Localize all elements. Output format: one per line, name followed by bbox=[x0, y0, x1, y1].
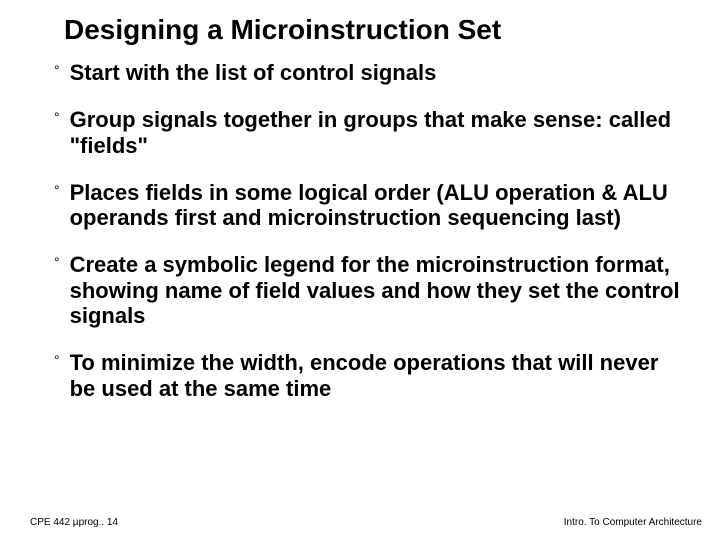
footer-right: Intro. To Computer Architecture bbox=[564, 517, 702, 528]
bullet-list: ° Start with the list of control signals… bbox=[34, 60, 686, 401]
bullet-text: Start with the list of control signals bbox=[70, 60, 686, 85]
bullet-item: ° Places fields in some logical order (A… bbox=[54, 180, 686, 231]
bullet-item: ° Start with the list of control signals bbox=[54, 60, 686, 85]
bullet-marker: ° bbox=[54, 254, 60, 271]
bullet-text: Places fields in some logical order (ALU… bbox=[70, 180, 686, 231]
slide-container: Designing a Microinstruction Set ° Start… bbox=[0, 0, 720, 540]
bullet-marker: ° bbox=[54, 62, 60, 79]
bullet-item: ° To minimize the width, encode operatio… bbox=[54, 350, 686, 401]
bullet-item: ° Create a symbolic legend for the micro… bbox=[54, 252, 686, 328]
bullet-marker: ° bbox=[54, 109, 60, 126]
bullet-text: To minimize the width, encode operations… bbox=[70, 350, 686, 401]
bullet-marker: ° bbox=[54, 352, 60, 369]
bullet-text: Create a symbolic legend for the microin… bbox=[70, 252, 686, 328]
bullet-item: ° Group signals together in groups that … bbox=[54, 107, 686, 158]
slide-title: Designing a Microinstruction Set bbox=[64, 14, 686, 46]
bullet-text: Group signals together in groups that ma… bbox=[70, 107, 686, 158]
slide-footer: CPE 442 µprog.. 14 Intro. To Computer Ar… bbox=[0, 517, 720, 528]
bullet-marker: ° bbox=[54, 182, 60, 199]
footer-left: CPE 442 µprog.. 14 bbox=[30, 517, 118, 528]
